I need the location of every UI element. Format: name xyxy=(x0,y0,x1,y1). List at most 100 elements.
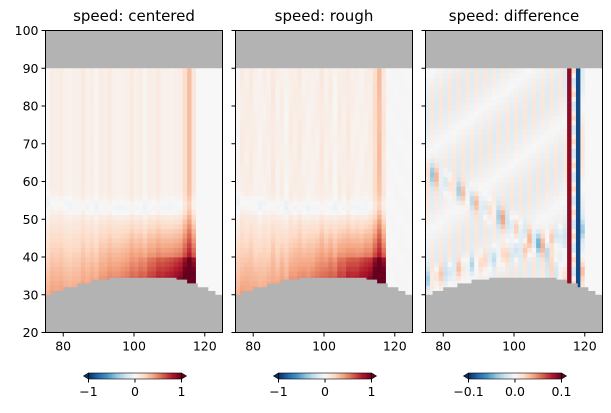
heatmap-cell xyxy=(182,106,188,112)
heatmap-cell xyxy=(390,82,396,88)
heatmap-cell xyxy=(209,219,215,225)
heatmap-cell xyxy=(381,87,387,93)
heatmap-cell xyxy=(235,176,241,182)
heatmap-cell xyxy=(350,153,356,159)
heatmap-cell xyxy=(447,72,453,79)
heatmap-cell xyxy=(182,257,188,263)
heatmap-cell xyxy=(169,148,175,154)
heatmap-cell xyxy=(332,190,338,197)
heatmap-cell xyxy=(125,110,130,116)
heatmap-cell xyxy=(293,252,298,258)
heatmap-cell xyxy=(434,247,440,253)
heatmap-cell xyxy=(178,257,184,263)
heatmap-cell xyxy=(107,143,113,149)
heatmap-cell xyxy=(346,195,351,201)
heatmap-cell xyxy=(293,157,298,164)
heatmap-cell xyxy=(169,238,175,244)
heatmap-cell xyxy=(350,115,356,121)
heatmap-cell xyxy=(319,124,325,130)
heatmap-cell xyxy=(111,115,117,121)
heatmap-cell xyxy=(103,153,108,159)
heatmap-cell xyxy=(354,143,360,149)
heatmap-cell xyxy=(257,157,263,164)
heatmap-cell xyxy=(235,115,241,121)
heatmap-cell xyxy=(54,252,60,258)
heatmap-cell xyxy=(85,148,91,154)
heatmap-cell xyxy=(279,134,285,140)
heatmap-cell xyxy=(142,200,148,206)
heatmap-cell xyxy=(111,200,117,206)
heatmap-cell xyxy=(319,252,325,258)
heatmap-cell xyxy=(147,101,153,107)
heatmap-cell xyxy=(151,209,157,215)
heatmap-cell xyxy=(151,87,157,93)
heatmap-cell xyxy=(160,139,166,145)
heatmap-cell xyxy=(200,205,206,211)
heatmap-cell xyxy=(209,167,215,173)
heatmap-cell xyxy=(443,172,449,178)
heatmap-cell xyxy=(142,72,148,79)
heatmap-cell xyxy=(164,261,170,267)
heatmap-cell xyxy=(160,266,166,272)
heatmap-cell xyxy=(107,228,113,234)
heatmap-cell xyxy=(284,190,290,197)
heatmap-cell xyxy=(218,257,223,263)
heatmap-cell xyxy=(381,186,387,192)
heatmap-cell xyxy=(425,271,431,277)
heatmap-cell xyxy=(244,219,250,225)
heatmap-cell xyxy=(67,143,73,149)
heatmap-cell xyxy=(284,205,290,211)
heatmap-cell xyxy=(67,96,73,102)
heatmap-cell xyxy=(120,68,126,74)
heatmap-cell xyxy=(187,120,192,126)
heatmap-cell xyxy=(310,72,316,79)
heatmap-cell xyxy=(72,271,77,277)
heatmap-cell xyxy=(257,233,263,239)
heatmap-cell xyxy=(438,110,444,116)
heatmap-cell xyxy=(429,257,435,263)
heatmap-cell xyxy=(279,219,285,225)
heatmap-cell xyxy=(381,115,387,121)
heatmap-cell xyxy=(350,195,356,201)
heatmap-cell xyxy=(301,96,307,102)
heatmap-cell xyxy=(173,247,179,253)
heatmap-cell xyxy=(301,214,307,220)
heatmap-cell xyxy=(452,280,457,286)
heatmap-cell xyxy=(164,120,170,126)
heatmap-cell xyxy=(49,219,55,225)
heatmap-cell xyxy=(377,200,382,206)
heatmap-cell xyxy=(377,195,382,201)
heatmap-cell xyxy=(151,176,157,182)
heatmap-cell xyxy=(447,157,453,164)
heatmap-cell xyxy=(266,134,272,140)
heatmap-cell xyxy=(319,68,325,74)
heatmap-cell xyxy=(244,223,250,230)
heatmap-cell xyxy=(372,124,378,130)
heatmap-cell xyxy=(58,157,64,164)
heatmap-cell xyxy=(147,77,153,83)
heatmap-cell xyxy=(363,214,369,220)
heatmap-cell xyxy=(125,205,130,211)
heatmap-cell xyxy=(297,271,303,277)
heatmap-cell xyxy=(359,271,365,277)
heatmap-cell xyxy=(178,242,184,248)
heatmap-cell xyxy=(337,252,343,258)
heatmap-cell xyxy=(438,271,444,277)
heatmap-cell xyxy=(195,176,201,182)
heatmap-cell xyxy=(239,242,245,248)
heatmap-cell xyxy=(403,228,409,234)
heatmap-cell xyxy=(80,96,86,102)
heatmap-cell xyxy=(350,110,356,116)
heatmap-cell xyxy=(107,181,113,187)
heatmap-cell xyxy=(284,110,290,116)
heatmap-cell xyxy=(359,195,365,201)
heatmap-cell xyxy=(319,209,325,215)
heatmap-cell xyxy=(182,223,188,230)
heatmap-cell xyxy=(354,176,360,182)
heatmap-cell xyxy=(377,148,382,154)
heatmap-cell xyxy=(98,242,104,248)
heatmap-cell xyxy=(328,214,334,220)
heatmap-cell xyxy=(262,143,267,149)
heatmap-cell xyxy=(297,120,303,126)
heatmap-cell xyxy=(204,87,210,93)
